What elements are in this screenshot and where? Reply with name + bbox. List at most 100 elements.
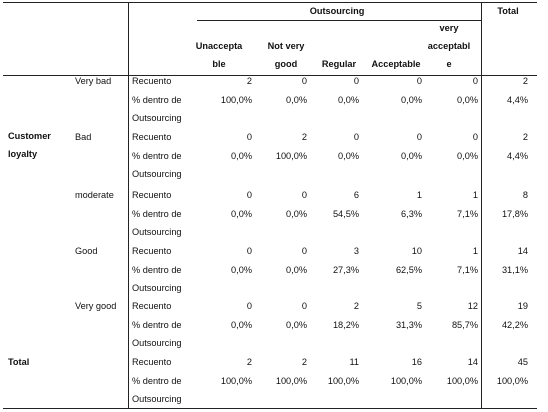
count-cell: 0 — [301, 190, 307, 200]
total-column-divider — [481, 2, 482, 408]
percent-cell: 0,0% — [338, 95, 359, 105]
stat-label-pct: % dentro de — [132, 320, 182, 330]
stat-label-pct: % dentro de — [132, 376, 182, 386]
row-label: Very good — [75, 301, 117, 311]
count-cell: 11 — [349, 357, 359, 367]
stat-label-pct: Outsourcing — [132, 283, 182, 293]
percent-cell: 0,0% — [401, 151, 422, 161]
total-row-label: Total — [8, 357, 30, 367]
count-cell: 2 — [522, 132, 528, 142]
percent-cell: 100,0% — [275, 376, 307, 386]
row-label: Very bad — [75, 76, 112, 86]
count-cell: 0 — [301, 246, 307, 256]
count-cell: 1 — [472, 246, 478, 256]
count-cell: 12 — [467, 301, 478, 311]
percent-cell: 0,0% — [231, 320, 252, 330]
count-cell: 0 — [472, 132, 478, 142]
count-cell: 0 — [353, 132, 359, 142]
percent-cell: 0,0% — [231, 209, 252, 219]
count-cell: 0 — [472, 76, 478, 86]
count-cell: 0 — [246, 132, 252, 142]
count-cell: 45 — [517, 357, 528, 367]
column-header-5-line-2: acceptabl — [427, 41, 471, 51]
stat-label-count: Recuento — [132, 132, 172, 142]
percent-cell: 0,0% — [286, 95, 307, 105]
percent-cell: 0,0% — [286, 265, 307, 275]
percent-cell: 100,0% — [327, 376, 359, 386]
stat-column-divider — [128, 2, 129, 408]
count-cell: 0 — [246, 246, 252, 256]
total-header: Total — [497, 6, 519, 16]
column-header-1-line-2: ble — [212, 59, 226, 69]
percent-cell: 0,0% — [457, 95, 478, 105]
count-cell: 2 — [301, 132, 307, 142]
percent-cell: 31,1% — [501, 265, 528, 275]
header-bottom-rule — [3, 75, 537, 76]
stat-label-pct: Outsourcing — [132, 227, 182, 237]
count-cell: 14 — [467, 357, 478, 367]
column-header-3-line-1: Regular — [321, 59, 357, 69]
percent-cell: 7,1% — [457, 265, 478, 275]
percent-cell: 54,5% — [332, 209, 359, 219]
percent-cell: 4,4% — [507, 151, 528, 161]
percent-cell: 7,1% — [457, 209, 478, 219]
percent-cell: 85,7% — [451, 320, 478, 330]
count-cell: 2 — [353, 301, 359, 311]
percent-cell: 0,0% — [231, 265, 252, 275]
count-cell: 0 — [246, 190, 252, 200]
percent-cell: 100,0% — [220, 95, 252, 105]
count-cell: 0 — [416, 132, 422, 142]
count-cell: 6 — [353, 190, 359, 200]
row-label: moderate — [75, 190, 114, 200]
column-header-2-line-2: good — [274, 59, 298, 69]
percent-cell: 0,0% — [286, 320, 307, 330]
count-cell: 0 — [301, 76, 307, 86]
stat-label-pct: % dentro de — [132, 265, 182, 275]
stat-label-pct: % dentro de — [132, 209, 182, 219]
count-cell: 19 — [517, 301, 528, 311]
count-cell: 0 — [301, 301, 307, 311]
percent-cell: 100,0% — [275, 151, 307, 161]
stat-label-pct: Outsourcing — [132, 169, 182, 179]
count-cell: 0 — [246, 301, 252, 311]
row-group-label: Customer — [8, 131, 51, 141]
count-cell: 2 — [301, 357, 307, 367]
count-cell: 8 — [522, 190, 528, 200]
percent-cell: 62,5% — [395, 265, 422, 275]
count-cell: 10 — [411, 246, 422, 256]
count-cell: 2 — [246, 76, 252, 86]
count-cell: 14 — [517, 246, 528, 256]
row-group-label: loyalty — [8, 149, 38, 159]
count-cell: 3 — [353, 246, 359, 256]
percent-cell: 27,3% — [332, 265, 359, 275]
percent-cell: 100,0% — [390, 376, 422, 386]
percent-cell: 31,3% — [395, 320, 422, 330]
stat-label-count: Recuento — [132, 357, 172, 367]
stat-label-count: Recuento — [132, 301, 172, 311]
percent-cell: 0,0% — [457, 151, 478, 161]
column-header-4-line-1: Acceptable — [371, 59, 421, 69]
stat-label-pct: Outsourcing — [132, 113, 182, 123]
count-cell: 5 — [416, 301, 422, 311]
stat-label-count: Recuento — [132, 190, 172, 200]
stat-label-pct: % dentro de — [132, 151, 182, 161]
column-header-2-line-1: Not very — [267, 41, 305, 51]
row-label: Bad — [75, 132, 92, 142]
percent-cell: 0,0% — [286, 209, 307, 219]
stat-label-count: Recuento — [132, 246, 172, 256]
outsourcing-header: Outsourcing — [309, 6, 365, 16]
percent-cell: 6,3% — [401, 209, 422, 219]
percent-cell: 0,0% — [231, 151, 252, 161]
outsourcing-header-rule — [197, 20, 481, 21]
stat-label-count: Recuento — [132, 76, 172, 86]
percent-cell: 42,2% — [501, 320, 528, 330]
stat-label-pct: % dentro de — [132, 95, 182, 105]
percent-cell: 100,0% — [220, 376, 252, 386]
row-label: Good — [75, 246, 98, 256]
percent-cell: 4,4% — [507, 95, 528, 105]
percent-cell: 0,0% — [338, 151, 359, 161]
percent-cell: 100,0% — [446, 376, 478, 386]
column-header-1-line-1: Unaccepta — [195, 41, 243, 51]
percent-cell: 0,0% — [401, 95, 422, 105]
